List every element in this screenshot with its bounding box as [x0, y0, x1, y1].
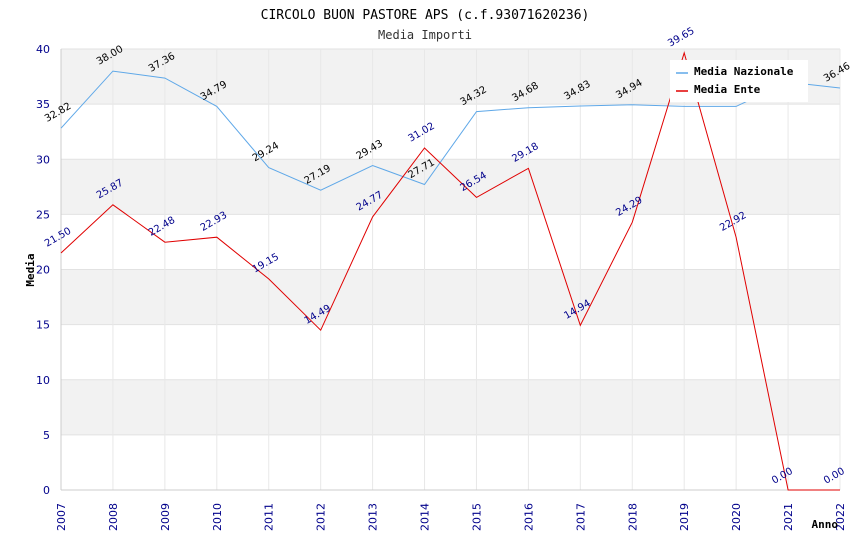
series-line-1 [60, 51, 840, 491]
series-lines [60, 51, 841, 491]
x-tick-label: 2010 [211, 503, 224, 531]
y-tick-label: 0 [43, 484, 50, 497]
legend-box [670, 60, 808, 102]
plot-background [60, 48, 841, 491]
x-tick-label: 2018 [626, 503, 639, 531]
y-tick-label: 5 [43, 429, 50, 442]
y-axis-label: Media [24, 253, 37, 286]
y-tick-label: 40 [36, 43, 50, 56]
x-axis-ticks: 2007 2008 2009 2010 2011 2012 2013 2014 2015 2016… [55, 503, 847, 531]
x-tick-label: 2011 [263, 503, 276, 531]
grid-band [61, 104, 840, 160]
y-tick-label: 35 [36, 98, 50, 111]
chart-title: CIRCOLO BUON PASTORE APS (c.f.9307162023… [261, 8, 590, 23]
x-tick-label: 2019 [678, 503, 691, 531]
x-tick-label: 2015 [470, 503, 483, 531]
legend: Media Nazionale Media Ente [670, 60, 808, 102]
x-tick-label: 2013 [367, 503, 380, 531]
x-tick-label: 2008 [107, 503, 120, 531]
grid-band [61, 214, 840, 270]
data-label: 39.65 [666, 26, 696, 50]
x-tick-label: 2016 [522, 503, 535, 531]
x-tick-label: 2021 [782, 503, 795, 531]
legend-label-nazionale: Media Nazionale [694, 65, 794, 78]
chart-subtitle: Media Importi [378, 28, 472, 42]
y-tick-label: 20 [36, 264, 50, 277]
y-tick-label: 15 [36, 319, 50, 332]
x-tick-label: 2020 [730, 503, 743, 531]
legend-label-ente: Media Ente [694, 83, 761, 96]
y-tick-label: 30 [36, 153, 50, 166]
x-tick-label: 2009 [159, 503, 172, 531]
grid-band [61, 434, 840, 490]
x-tick-label: 2014 [419, 503, 432, 531]
x-tick-label: 2017 [574, 503, 587, 531]
y-tick-label: 25 [36, 208, 50, 221]
x-tick-label: 2022 [834, 503, 847, 531]
y-axis-ticks: 0 5 10 15 20 25 30 35 40 [36, 43, 50, 497]
x-tick-label: 2012 [315, 503, 328, 531]
grid-band [61, 379, 840, 435]
y-tick-label: 10 [36, 374, 50, 387]
x-axis-label: Anno [812, 518, 839, 531]
grid-band [61, 324, 840, 380]
x-tick-label: 2007 [55, 503, 68, 531]
series-line-0 [60, 70, 841, 191]
grid-band [61, 159, 840, 215]
grid-band [61, 269, 840, 325]
